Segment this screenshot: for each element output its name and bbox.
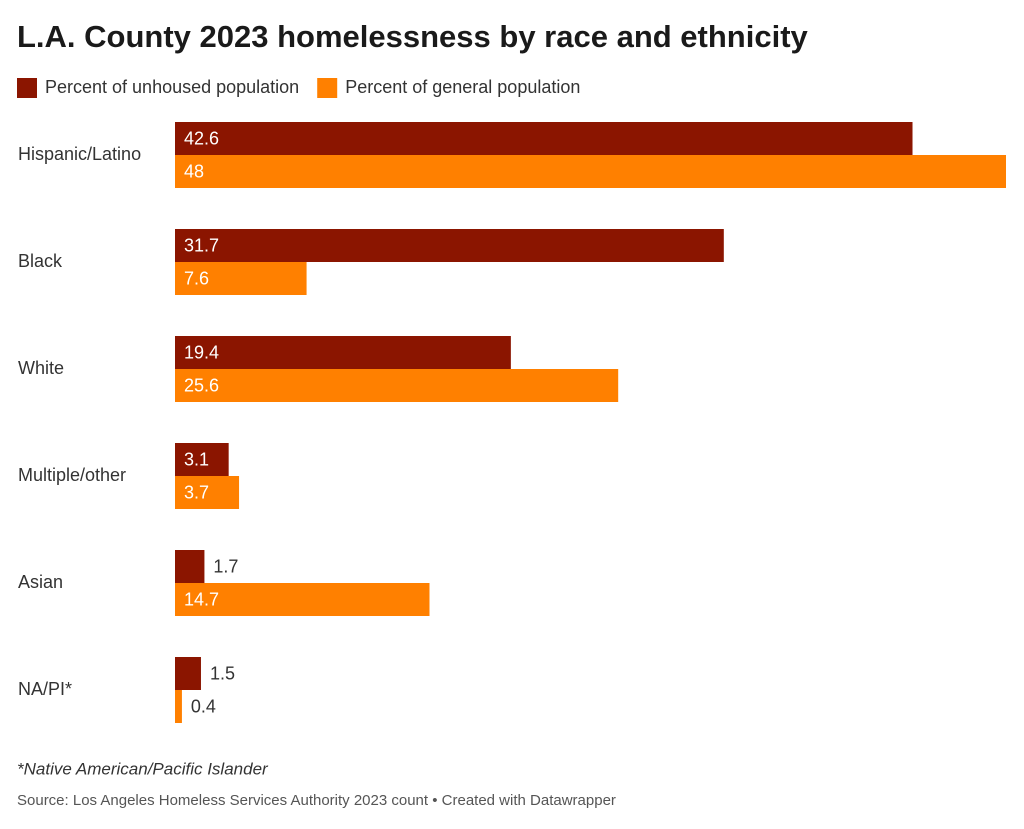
category-label: Multiple/other [18,465,126,485]
legend-label: Percent of unhoused population [45,77,299,97]
value-label: 1.7 [213,556,238,576]
value-label: 14.7 [184,589,219,609]
bar [175,155,1006,188]
category-label: Hispanic/Latino [18,144,141,164]
legend-swatch [17,78,37,98]
bar [175,369,619,402]
legend-label: Percent of general population [345,77,580,97]
category-label: Black [18,251,63,271]
bar [175,262,307,295]
footnote: *Native American/Pacific Islander [17,759,269,778]
value-label: 7.6 [184,268,209,288]
legend-swatch [317,78,338,98]
category-label: NA/PI* [18,679,72,699]
value-label: 3.7 [184,482,209,502]
bar [175,443,229,476]
bar [175,336,511,369]
value-label: 0.4 [191,696,216,716]
value-label: 25.6 [184,375,219,395]
category-label: Asian [18,572,63,592]
bar [175,550,205,583]
bar [175,690,182,723]
value-label: 31.7 [184,235,219,255]
bar [175,583,430,616]
value-label: 42.6 [184,128,219,148]
bar [175,229,724,262]
category-label: White [18,358,64,378]
value-label: 3.1 [184,449,209,469]
chart-title: L.A. County 2023 homelessness by race an… [17,19,809,54]
bar [175,476,240,509]
value-label: 19.4 [184,342,219,362]
value-label: 1.5 [210,663,235,683]
source: Source: Los Angeles Homeless Services Au… [17,792,616,809]
value-label: 48 [184,161,204,181]
bar [175,657,201,690]
bar [175,122,913,155]
